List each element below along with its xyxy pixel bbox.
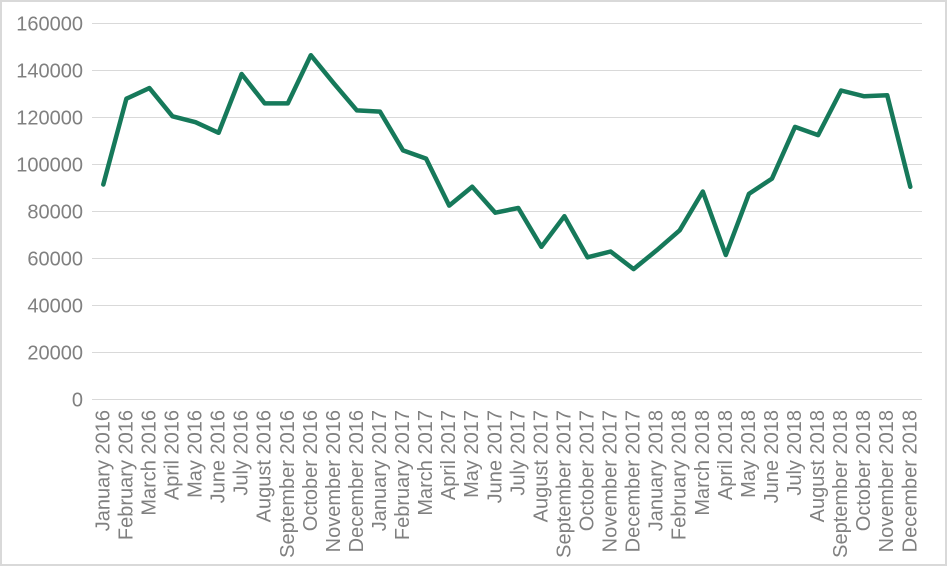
x-axis-month-label: September 2016 (277, 410, 299, 558)
x-axis-month-label: August 2016 (254, 410, 276, 522)
y-axis-tick-label: 40000 (27, 296, 83, 318)
y-axis-tick-label: 20000 (27, 343, 83, 365)
y-axis-tick-label: 160000 (16, 14, 83, 36)
x-axis-month-label: September 2017 (553, 410, 575, 558)
y-axis-tick-label: 140000 (16, 61, 83, 83)
x-axis-month-label: October 2017 (577, 410, 599, 531)
y-axis-tick-label: 120000 (16, 108, 83, 130)
x-axis-month-label: January 2018 (646, 410, 668, 531)
x-axis-month-label: May 2018 (738, 410, 760, 498)
x-axis-month-label: February 2017 (392, 410, 414, 540)
x-axis-month-label: March 2018 (692, 410, 714, 516)
x-axis-month-label: May 2016 (185, 410, 207, 498)
x-axis-month-label: June 2016 (208, 410, 230, 503)
x-axis-month-label: June 2017 (484, 410, 506, 503)
x-axis-month-label: October 2016 (300, 410, 322, 531)
x-axis-month-label: February 2016 (115, 410, 137, 540)
x-axis-month-label: December 2018 (899, 410, 921, 552)
y-axis-tick-label: 80000 (27, 202, 83, 224)
x-axis-month-label: July 2016 (231, 410, 253, 496)
x-axis-month-label: January 2017 (369, 410, 391, 531)
x-axis-month-label: January 2016 (92, 410, 114, 531)
x-axis-month-label: April 2017 (438, 410, 460, 500)
x-axis-month-label: August 2018 (807, 410, 829, 522)
x-axis-month-label: November 2017 (600, 410, 622, 552)
x-axis-month-label: June 2018 (761, 410, 783, 503)
x-axis-month-label: April 2018 (715, 410, 737, 500)
x-axis-month-label: February 2018 (669, 410, 691, 540)
y-axis-tick-label: 60000 (27, 249, 83, 271)
x-axis-month-label: November 2016 (323, 410, 345, 552)
data-series-line (101, 52, 913, 272)
x-axis-month-label: August 2017 (530, 410, 552, 522)
x-axis-month-label: September 2018 (830, 410, 852, 558)
y-axis-tick-label: 0 (72, 390, 83, 412)
x-axis-month-label: May 2017 (461, 410, 483, 498)
x-axis-month-label: April 2016 (161, 410, 183, 500)
x-axis-month-label: November 2018 (876, 410, 898, 552)
x-axis-month-label: December 2017 (623, 410, 645, 552)
x-axis-month-label: October 2018 (853, 410, 875, 531)
y-axis-tick-label: 100000 (16, 155, 83, 177)
x-axis-month-label: July 2018 (784, 410, 806, 496)
x-axis-month-label: March 2016 (138, 410, 160, 516)
x-axis-month-label: December 2016 (346, 410, 368, 552)
x-axis-month-label: July 2017 (507, 410, 529, 496)
x-axis-month-label: March 2017 (415, 410, 437, 516)
